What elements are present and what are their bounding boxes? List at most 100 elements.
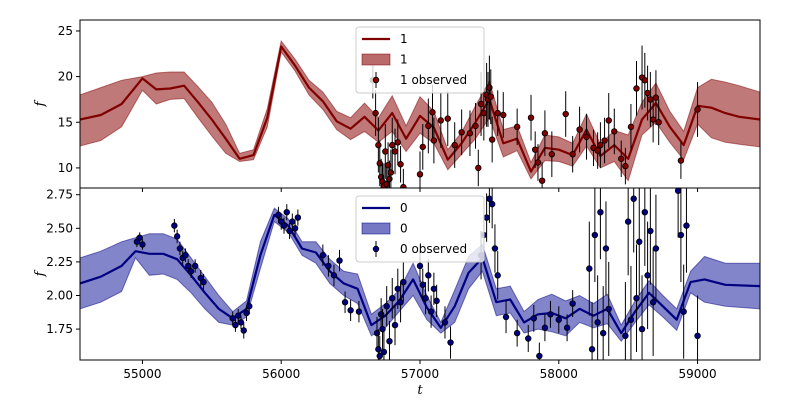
observed-point (599, 286, 607, 360)
observed-marker (627, 123, 635, 131)
observed-marker (638, 325, 646, 333)
observed-point (488, 188, 496, 229)
observed-marker (569, 300, 576, 307)
observed-marker (594, 319, 601, 326)
observed-point (283, 204, 290, 221)
observed-marker (382, 148, 389, 155)
observed-point (677, 188, 685, 283)
observed-point (641, 188, 649, 266)
observed-point (416, 151, 424, 188)
observed-marker (425, 272, 432, 279)
observed-marker (391, 321, 399, 329)
observed-point (538, 162, 546, 188)
observed-marker (447, 339, 454, 346)
observed-point (636, 188, 643, 296)
observed-point (513, 319, 521, 347)
observed-point (319, 244, 327, 266)
x-tick-label: 58000 (540, 367, 578, 381)
observed-marker (494, 109, 501, 117)
top-band-layer (80, 39, 760, 182)
observed-marker (240, 327, 247, 334)
observed-marker (171, 222, 178, 229)
observed-point (630, 188, 637, 253)
observed-marker (597, 141, 604, 149)
observed-marker (680, 308, 687, 315)
observed-point (494, 90, 501, 136)
observed-point (376, 335, 383, 360)
observed-marker (375, 141, 382, 149)
observed-marker (562, 110, 569, 118)
observed-marker (611, 128, 618, 135)
observed-marker (677, 157, 685, 164)
observed-point (437, 93, 445, 148)
observed-marker (384, 161, 392, 169)
observed-marker (487, 93, 494, 100)
bottom-frame (79, 187, 761, 361)
observed-marker (176, 245, 184, 252)
observed-marker (513, 123, 521, 131)
observed-marker (173, 233, 181, 240)
observed-point (491, 224, 499, 273)
observed-point (487, 69, 494, 125)
observed-marker (191, 262, 199, 270)
observed-marker (237, 319, 245, 326)
top-observed-layer (369, 45, 701, 188)
observed-marker (583, 133, 590, 141)
observed-point (341, 291, 349, 313)
observed-marker (200, 278, 207, 286)
observed-marker (319, 251, 327, 259)
observed-point (246, 298, 253, 315)
observed-point (372, 90, 379, 136)
observed-marker (330, 272, 338, 279)
observed-point (475, 149, 482, 187)
observed-marker (419, 281, 426, 288)
observed-point (680, 264, 687, 359)
observed-point (627, 104, 635, 150)
y-tick-label: 20 (58, 70, 73, 84)
legend-band-swatch (361, 222, 391, 235)
observed-marker (475, 164, 482, 172)
observed-marker (373, 329, 381, 337)
observed-marker (355, 308, 363, 315)
y-tick-label: 2.50 (46, 221, 73, 235)
observed-marker (531, 146, 539, 153)
observed-point (430, 117, 438, 164)
observed-marker (597, 208, 604, 216)
observed-marker (502, 313, 510, 321)
observed-marker (383, 181, 390, 188)
observed-point (677, 142, 685, 179)
observed-marker (383, 303, 390, 310)
observed-point (502, 300, 510, 334)
observed-point (547, 300, 554, 328)
observed-point (419, 124, 426, 170)
observed-marker (389, 294, 396, 302)
observed-point (694, 295, 701, 360)
observed-marker (377, 311, 385, 318)
observed-point (500, 92, 507, 138)
legend-label: 1 observed (400, 73, 467, 87)
observed-point (441, 306, 449, 339)
observed-point (391, 304, 399, 346)
observed-point (527, 94, 535, 141)
observed-marker (466, 130, 474, 137)
x-tick-label: 57000 (401, 367, 439, 381)
observed-point (541, 314, 549, 342)
observed-marker (441, 319, 449, 326)
observed-marker (655, 119, 662, 126)
y-tick-label: 2.75 (46, 188, 73, 202)
observed-marker (380, 348, 388, 356)
observed-point (380, 331, 388, 360)
observed-point (191, 259, 199, 273)
observed-marker (622, 332, 629, 340)
legend-marker-swatch (372, 245, 380, 253)
observed-point (458, 109, 465, 156)
y-tick-label: 10 (58, 161, 73, 175)
observed-marker (652, 245, 660, 252)
observed-point (397, 282, 404, 323)
observed-point (425, 259, 432, 292)
observed-point (286, 222, 293, 240)
observed-marker (243, 309, 250, 317)
observed-marker (541, 324, 549, 331)
observed-marker (594, 147, 601, 154)
observed-point (576, 106, 583, 153)
